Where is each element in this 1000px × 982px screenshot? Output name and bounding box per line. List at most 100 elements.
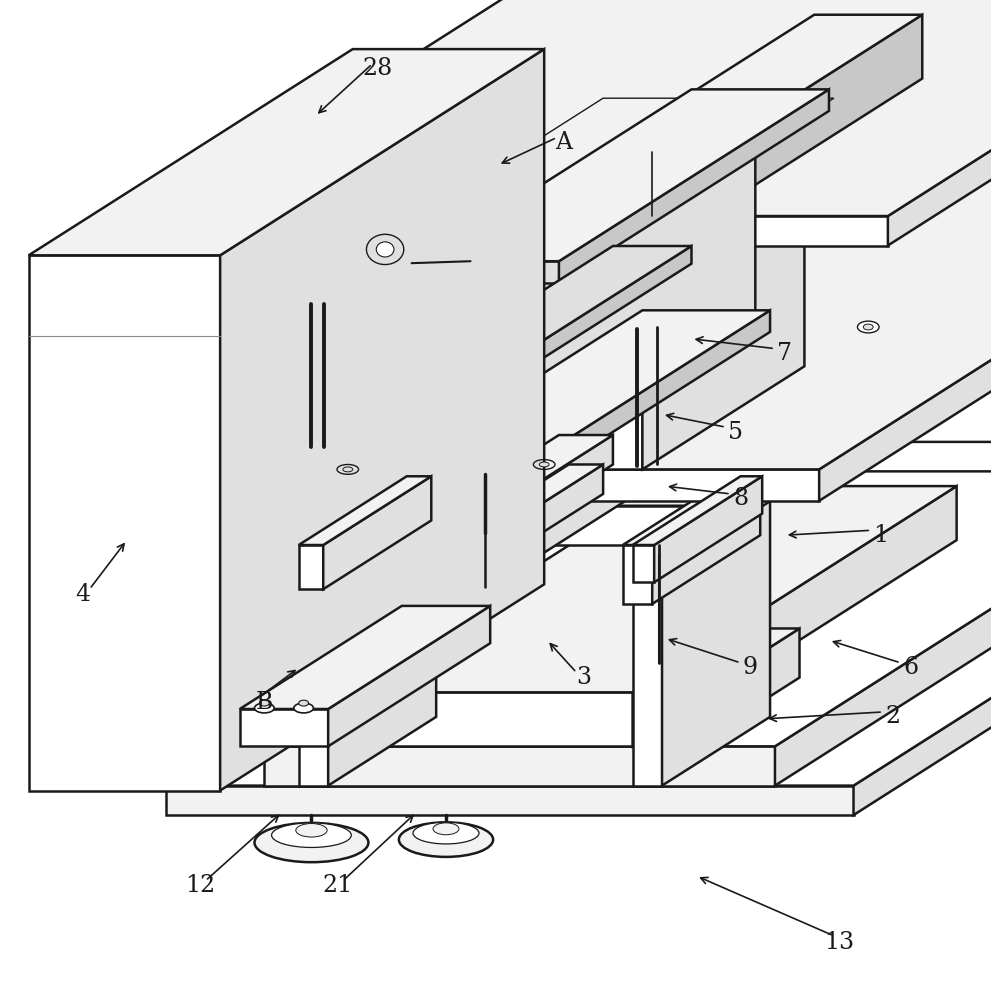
Polygon shape [598, 246, 642, 469]
Text: 4: 4 [75, 582, 90, 606]
Polygon shape [166, 442, 1000, 786]
Polygon shape [888, 0, 1000, 246]
Ellipse shape [433, 823, 459, 835]
Bar [530, 238, 543, 261]
Bar [464, 238, 476, 261]
Polygon shape [328, 206, 436, 786]
Bar [514, 238, 527, 261]
Ellipse shape [343, 466, 353, 472]
Polygon shape [299, 545, 323, 589]
Ellipse shape [399, 822, 493, 857]
Polygon shape [451, 435, 613, 504]
Polygon shape [387, 98, 834, 236]
Polygon shape [426, 448, 554, 469]
Polygon shape [598, 15, 922, 152]
Ellipse shape [376, 242, 394, 257]
Bar [430, 238, 443, 261]
Polygon shape [525, 464, 633, 469]
Bar [547, 238, 560, 261]
Polygon shape [623, 545, 652, 604]
Polygon shape [377, 194, 529, 263]
Ellipse shape [413, 822, 479, 844]
Ellipse shape [857, 321, 879, 333]
Text: 1: 1 [873, 523, 889, 547]
Text: 6: 6 [903, 656, 918, 680]
Polygon shape [819, 91, 1000, 501]
Polygon shape [426, 310, 770, 448]
Polygon shape [461, 533, 495, 563]
Polygon shape [633, 275, 662, 786]
Ellipse shape [272, 823, 351, 847]
Polygon shape [461, 464, 603, 533]
Ellipse shape [863, 324, 873, 330]
Polygon shape [529, 246, 691, 366]
Polygon shape [456, 412, 672, 609]
Polygon shape [299, 246, 343, 469]
Polygon shape [642, 142, 804, 469]
Text: 8: 8 [733, 487, 748, 511]
Polygon shape [328, 606, 490, 746]
Text: 9: 9 [743, 656, 758, 680]
Polygon shape [338, 692, 633, 746]
Polygon shape [29, 255, 220, 791]
Text: 13: 13 [824, 931, 854, 955]
Polygon shape [451, 246, 691, 349]
Polygon shape [706, 15, 922, 216]
Polygon shape [387, 236, 618, 263]
Polygon shape [633, 476, 762, 545]
Bar [497, 238, 510, 261]
Bar [447, 238, 460, 261]
Polygon shape [637, 628, 800, 697]
Ellipse shape [255, 703, 274, 713]
Polygon shape [220, 49, 544, 791]
Text: 2: 2 [885, 705, 900, 729]
Polygon shape [230, 91, 1000, 469]
Polygon shape [377, 263, 421, 288]
Polygon shape [623, 476, 760, 545]
Polygon shape [637, 697, 691, 746]
Polygon shape [269, 196, 1000, 506]
Polygon shape [299, 550, 456, 609]
Polygon shape [299, 412, 672, 550]
Text: B: B [256, 690, 273, 714]
Polygon shape [161, 216, 888, 246]
Polygon shape [633, 486, 957, 746]
Polygon shape [633, 545, 654, 582]
Polygon shape [421, 89, 829, 261]
Ellipse shape [259, 700, 269, 706]
Polygon shape [633, 206, 770, 275]
Ellipse shape [296, 824, 327, 837]
Ellipse shape [299, 700, 309, 706]
Polygon shape [161, 0, 1000, 216]
Bar [480, 238, 493, 261]
Bar [581, 238, 593, 261]
Polygon shape [691, 628, 800, 746]
Text: 28: 28 [362, 57, 392, 81]
Text: 12: 12 [185, 874, 216, 898]
Polygon shape [662, 206, 770, 786]
Polygon shape [240, 709, 328, 746]
Text: 3: 3 [576, 666, 591, 689]
Text: 7: 7 [777, 342, 792, 365]
Polygon shape [441, 145, 755, 283]
Text: 5: 5 [728, 420, 743, 444]
Polygon shape [264, 471, 1000, 746]
Polygon shape [598, 142, 804, 246]
Bar [564, 238, 577, 261]
Polygon shape [598, 152, 706, 216]
Ellipse shape [254, 823, 368, 862]
Text: 21: 21 [323, 874, 353, 898]
Polygon shape [230, 469, 819, 501]
Ellipse shape [539, 463, 549, 467]
Polygon shape [299, 275, 328, 786]
Polygon shape [701, 196, 1000, 545]
Ellipse shape [294, 703, 313, 713]
Polygon shape [166, 786, 854, 815]
Text: A: A [555, 131, 572, 154]
Polygon shape [441, 283, 539, 469]
Bar [597, 238, 610, 261]
Polygon shape [338, 486, 957, 692]
Polygon shape [554, 310, 770, 469]
Polygon shape [421, 194, 529, 288]
Polygon shape [451, 349, 529, 366]
